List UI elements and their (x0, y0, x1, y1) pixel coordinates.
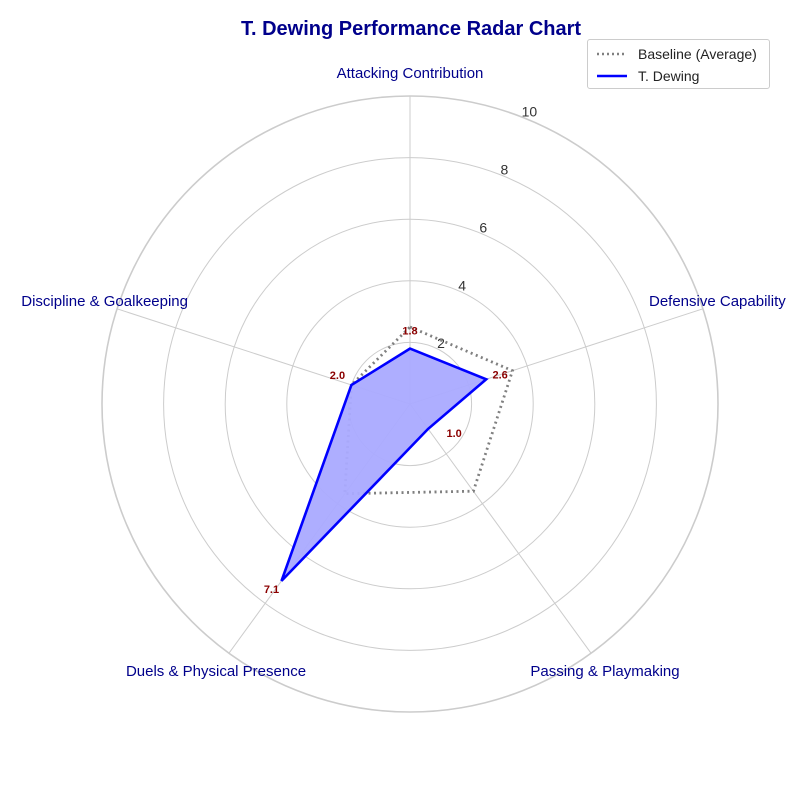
legend: Baseline (Average) T. Dewing (587, 39, 770, 89)
category-label-4: Discipline & Goalkeeping (21, 293, 188, 310)
legend-swatch-player (597, 74, 627, 78)
radial-tick-label: 2 (437, 335, 445, 351)
series-player-line (280, 347, 489, 582)
value-label-3: 7.1 (264, 584, 279, 596)
category-label-1: Defensive Capability (649, 293, 786, 310)
value-label-1: 2.6 (493, 369, 508, 381)
category-label-2: Passing & Playmaking (530, 663, 679, 680)
legend-label-baseline: Baseline (Average) (638, 46, 757, 62)
spoke-2 (409, 403, 592, 654)
category-label-0: Attacking Contribution (337, 65, 484, 82)
radial-tick-label: 4 (458, 277, 466, 293)
radial-tick-label: 8 (500, 162, 508, 178)
radial-tick-label: 10 (522, 104, 538, 120)
radial-tick-label: 6 (479, 219, 487, 235)
series-player-fill (281, 348, 487, 581)
chart-title: T. Dewing Performance Radar Chart (240, 18, 582, 40)
value-label-2: 1.0 (446, 428, 461, 440)
value-label-4: 2.0 (330, 370, 345, 382)
value-label-0: 1.8 (402, 326, 417, 338)
radar-series (280, 325, 515, 582)
category-labels: Attacking Contribution Defensive Capabili… (21, 65, 786, 680)
legend-swatch-baseline (597, 52, 627, 56)
radial-tick-labels: 2 4 6 8 10 (437, 104, 537, 351)
legend-label-player: T. Dewing (638, 68, 700, 84)
legend-item-baseline: Baseline (Average) (596, 44, 757, 64)
category-label-3: Duels & Physical Presence (126, 663, 306, 680)
value-labels: 1.8 2.6 1.0 7.1 2.0 (264, 326, 508, 596)
legend-item-player: T. Dewing (596, 66, 699, 86)
